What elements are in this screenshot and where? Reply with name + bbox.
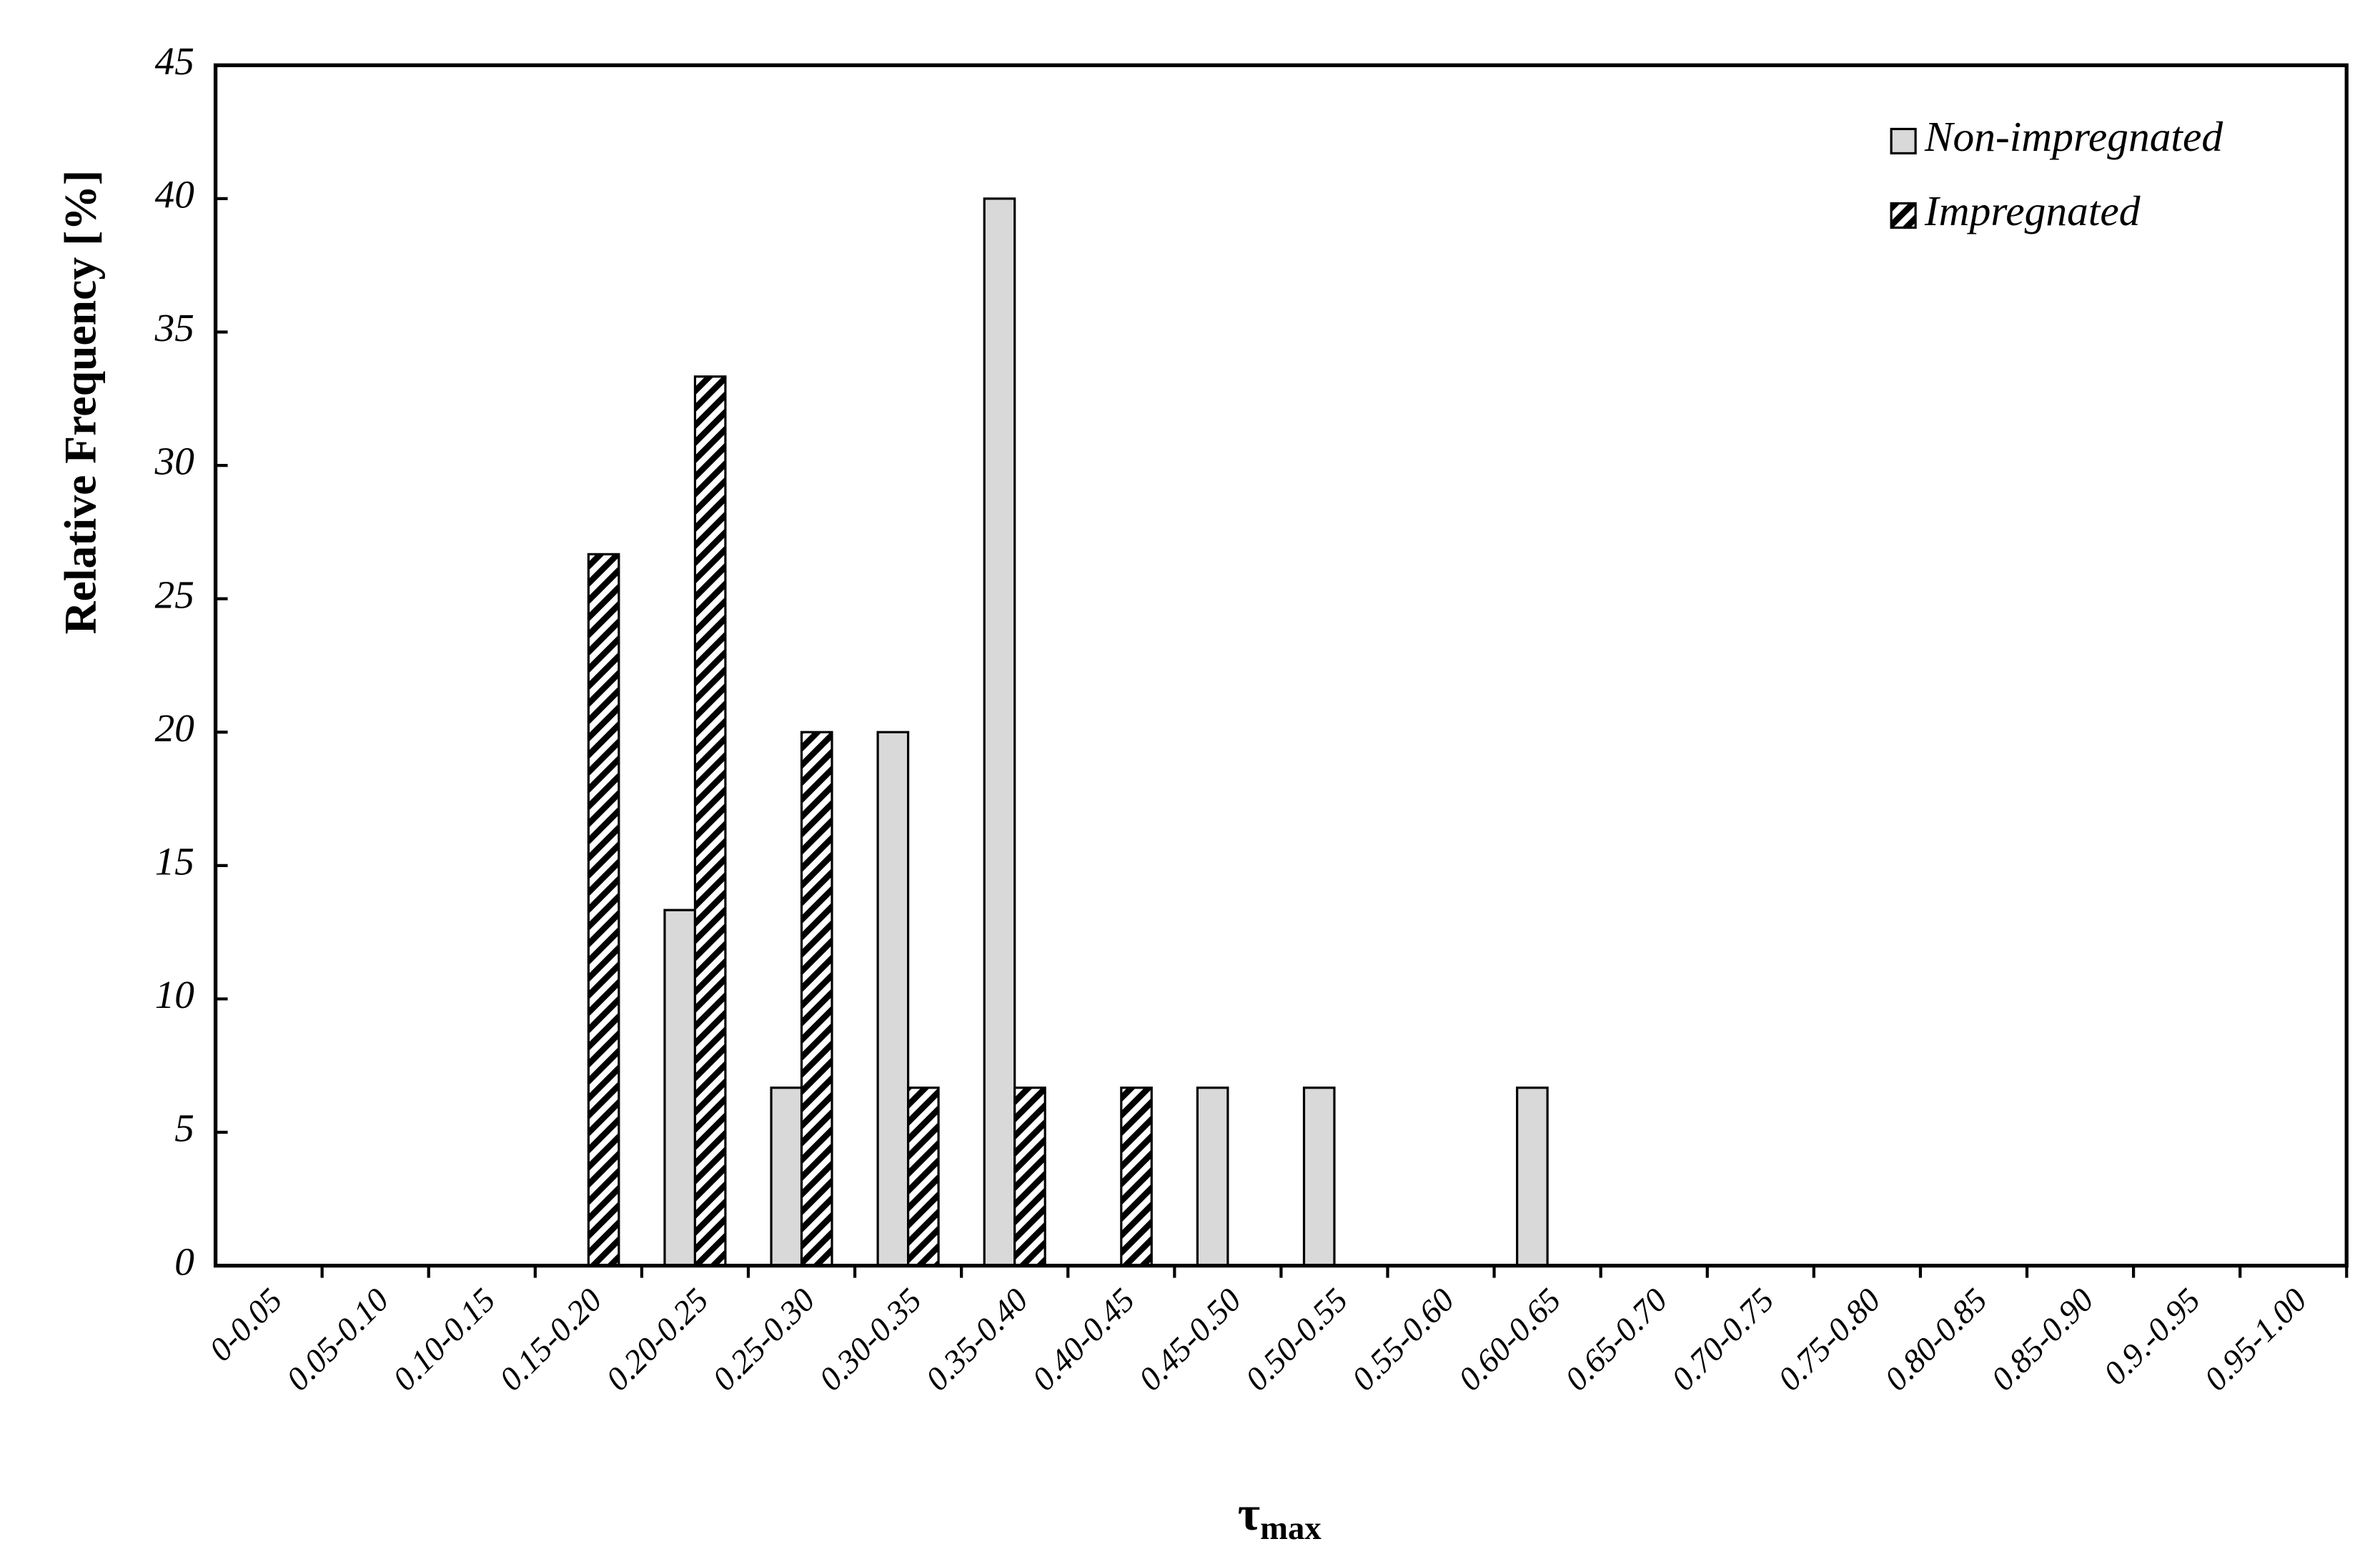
legend-label: Non-impregnated <box>1924 113 2223 160</box>
x-tick-label: 0.15-0.20 <box>492 1282 609 1398</box>
x-tick-label: 0.35-0.40 <box>918 1282 1035 1398</box>
x-tick-label: 0.45-0.50 <box>1132 1282 1249 1398</box>
x-axis-label-symbol: τ <box>1238 1486 1260 1540</box>
y-tick-label: 25 <box>155 573 194 616</box>
x-tick-label: 0.80-0.85 <box>1878 1282 1994 1398</box>
x-tick-label: 0.70-0.75 <box>1665 1282 1781 1398</box>
x-tick-label: 0.75-0.80 <box>1771 1282 1888 1398</box>
bar <box>907 1087 940 1267</box>
bar <box>1302 1087 1336 1267</box>
bar <box>1196 1087 1229 1267</box>
y-tick-label: 10 <box>155 973 194 1016</box>
y-tick-label: 0 <box>174 1239 194 1283</box>
y-axis-label: Relative Frequency [%] <box>55 170 106 635</box>
bar <box>663 909 697 1267</box>
x-tick-label: 0.20-0.25 <box>599 1282 715 1398</box>
x-tick-label: 0.60-0.65 <box>1452 1282 1568 1398</box>
bar <box>983 197 1016 1267</box>
x-tick-label: 0.55-0.60 <box>1345 1282 1462 1398</box>
y-tick-label: 15 <box>155 840 194 884</box>
x-tick-label: 0.50-0.55 <box>1239 1282 1355 1398</box>
y-tick-label: 5 <box>174 1107 194 1150</box>
x-tick-label: 0.10-0.15 <box>386 1282 502 1398</box>
x-tick-label: 0.85-0.90 <box>1984 1282 2101 1398</box>
x-axis-label-subscript: max <box>1260 1510 1322 1547</box>
bar <box>1013 1087 1046 1267</box>
bar <box>1120 1087 1153 1267</box>
y-tick-label: 20 <box>155 706 194 750</box>
x-tick-label: 0.65-0.70 <box>1558 1282 1675 1398</box>
plot-frame <box>213 63 2349 1268</box>
legend-swatch <box>1890 127 1917 155</box>
x-tick-label: 0.40-0.45 <box>1025 1282 1141 1398</box>
x-tick-label: 0.25-0.30 <box>705 1282 822 1398</box>
x-tick-label: 0.9.-0.95 <box>2097 1282 2208 1392</box>
x-tick-label: 0.95-1.00 <box>2197 1282 2314 1398</box>
legend-swatch <box>1890 202 1917 229</box>
bar <box>693 375 727 1267</box>
x-tick-label: 0-0.05 <box>202 1282 289 1369</box>
bar <box>1516 1087 1549 1267</box>
x-tick-label: 0.30-0.35 <box>812 1282 928 1398</box>
bar <box>770 1087 803 1267</box>
y-tick-label: 30 <box>154 440 194 483</box>
y-tick-label: 40 <box>155 173 194 217</box>
bar <box>587 553 620 1267</box>
bar <box>876 731 910 1267</box>
x-axis-label: τmax <box>1238 1486 1322 1547</box>
legend-label: Impregnated <box>1924 187 2141 234</box>
x-tick-label: 0.05-0.10 <box>279 1282 396 1398</box>
y-tick-label: 45 <box>155 39 194 83</box>
y-tick-label: 35 <box>154 306 194 350</box>
bar <box>800 731 833 1267</box>
